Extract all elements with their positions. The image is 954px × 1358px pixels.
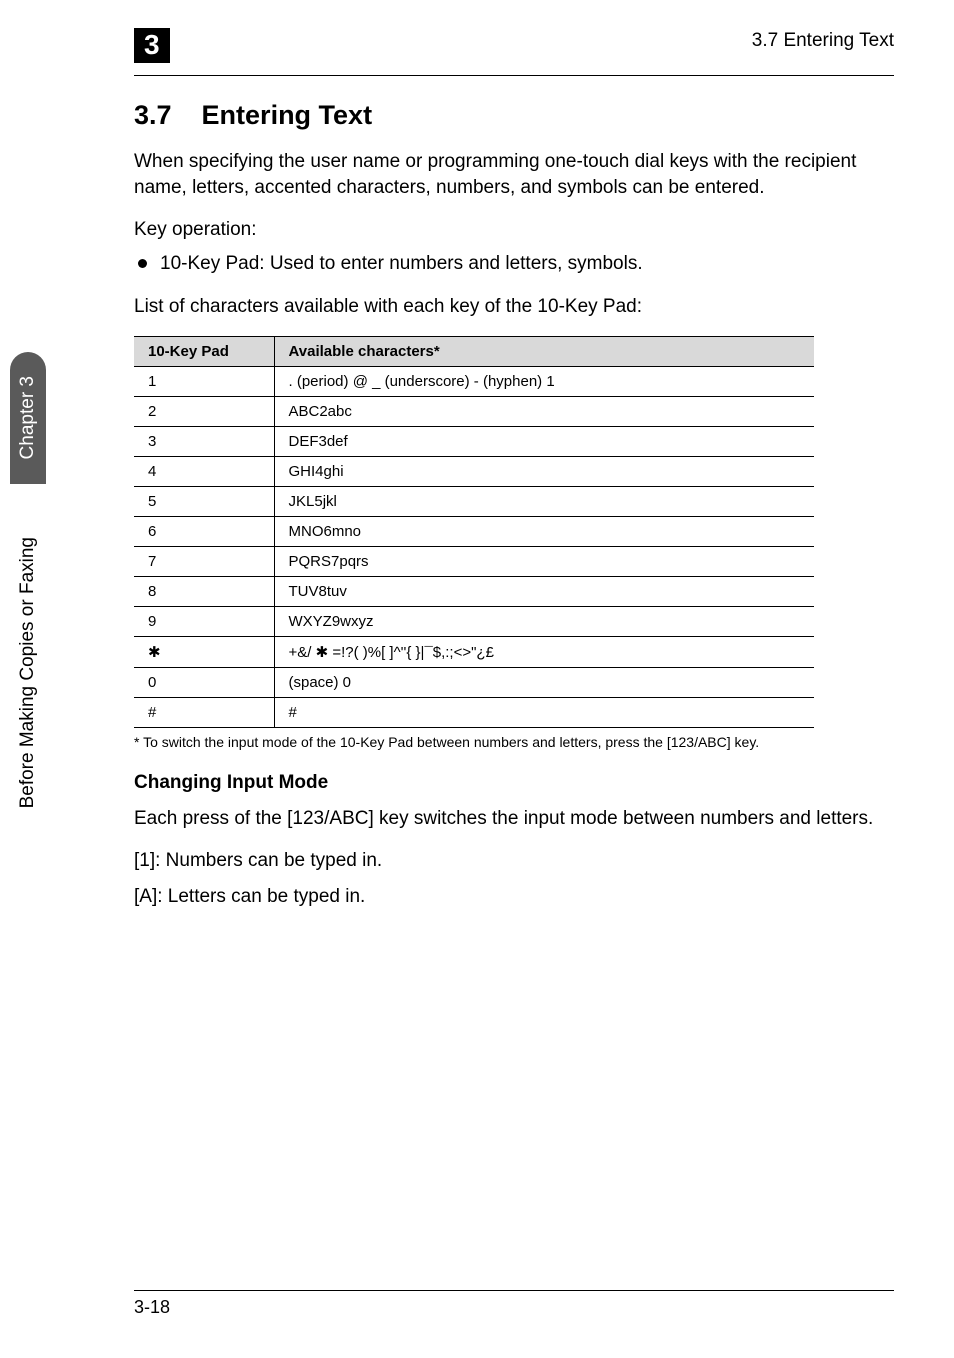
mode-line-2: [A]: Letters can be typed in. xyxy=(134,884,894,910)
key-operation-list: 10-Key Pad: Used to enter numbers and le… xyxy=(134,251,894,277)
table-header-keypad: 10-Key Pad xyxy=(134,336,274,366)
chapter-tab-label: Chapter 3 xyxy=(17,376,39,459)
chapter-number-box: 3 xyxy=(134,28,170,63)
table-row: 0(space) 0 xyxy=(134,667,814,697)
cell-key: # xyxy=(134,697,274,727)
page-header: 3 3.7 Entering Text xyxy=(134,28,894,63)
cell-chars: +&/ ✱ =!?( )%[ ]^''{ }|¯$,:;<>"¿£ xyxy=(274,636,814,667)
table-row: 8TUV8tuv xyxy=(134,576,814,606)
cell-chars: TUV8tuv xyxy=(274,576,814,606)
cell-key: 0 xyxy=(134,667,274,697)
cell-chars: ABC2abc xyxy=(274,396,814,426)
cell-key: 6 xyxy=(134,516,274,546)
chapter-tab-upper: Chapter 3 xyxy=(10,352,46,484)
section-name: Entering Text xyxy=(202,100,373,131)
table-row: 3DEF3def xyxy=(134,426,814,456)
cell-chars: DEF3def xyxy=(274,426,814,456)
cell-key: 1 xyxy=(134,366,274,396)
characters-table: 10-Key Pad Available characters* 1. (per… xyxy=(134,336,814,728)
intro-paragraph: When specifying the user name or program… xyxy=(134,149,894,201)
cell-chars: (space) 0 xyxy=(274,667,814,697)
page-number: 3-18 xyxy=(134,1297,894,1318)
cell-chars: WXYZ9wxyz xyxy=(274,606,814,636)
cell-key: 4 xyxy=(134,456,274,486)
mode-line-1: [1]: Numbers can be typed in. xyxy=(134,848,894,874)
cell-chars: # xyxy=(274,697,814,727)
cell-key: 8 xyxy=(134,576,274,606)
chapter-tab-lower: Before Making Copies or Faxing xyxy=(10,484,46,862)
table-row: ✱+&/ ✱ =!?( )%[ ]^''{ }|¯$,:;<>"¿£ xyxy=(134,636,814,667)
cell-chars: . (period) @ _ (underscore) - (hyphen) 1 xyxy=(274,366,814,396)
table-row: 9WXYZ9wxyz xyxy=(134,606,814,636)
cell-key: 9 xyxy=(134,606,274,636)
list-item: 10-Key Pad: Used to enter numbers and le… xyxy=(134,251,894,277)
header-rule xyxy=(134,75,894,76)
table-header-chars: Available characters* xyxy=(274,336,814,366)
table-row: 4GHI4ghi xyxy=(134,456,814,486)
cell-chars: PQRS7pqrs xyxy=(274,546,814,576)
cell-key: 5 xyxy=(134,486,274,516)
list-intro: List of characters available with each k… xyxy=(134,294,894,320)
cell-key: 7 xyxy=(134,546,274,576)
footer-rule xyxy=(134,1290,894,1291)
table-row: 1. (period) @ _ (underscore) - (hyphen) … xyxy=(134,366,814,396)
chapter-tab-subtitle: Before Making Copies or Faxing xyxy=(17,537,39,808)
cell-chars: JKL5jkl xyxy=(274,486,814,516)
cell-chars: MNO6mno xyxy=(274,516,814,546)
side-tab: Chapter 3 Before Making Copies or Faxing xyxy=(10,352,46,862)
table-footnote: * To switch the input mode of the 10-Key… xyxy=(134,734,894,750)
running-title: 3.7 Entering Text xyxy=(752,28,894,52)
cell-key: 3 xyxy=(134,426,274,456)
page-footer: 3-18 xyxy=(134,1290,894,1318)
subheading: Changing Input Mode xyxy=(134,772,894,794)
table-row: 6MNO6mno xyxy=(134,516,814,546)
table-row: 7PQRS7pqrs xyxy=(134,546,814,576)
table-row: 5JKL5jkl xyxy=(134,486,814,516)
cell-chars: GHI4ghi xyxy=(274,456,814,486)
table-row: ## xyxy=(134,697,814,727)
section-number: 3.7 xyxy=(134,100,172,131)
section-title: 3.7 Entering Text xyxy=(134,100,894,131)
sub-paragraph: Each press of the [123/ABC] key switches… xyxy=(134,806,894,832)
table-row: 2ABC2abc xyxy=(134,396,814,426)
cell-key: ✱ xyxy=(134,636,274,667)
cell-key: 2 xyxy=(134,396,274,426)
key-operation-label: Key operation: xyxy=(134,217,894,243)
